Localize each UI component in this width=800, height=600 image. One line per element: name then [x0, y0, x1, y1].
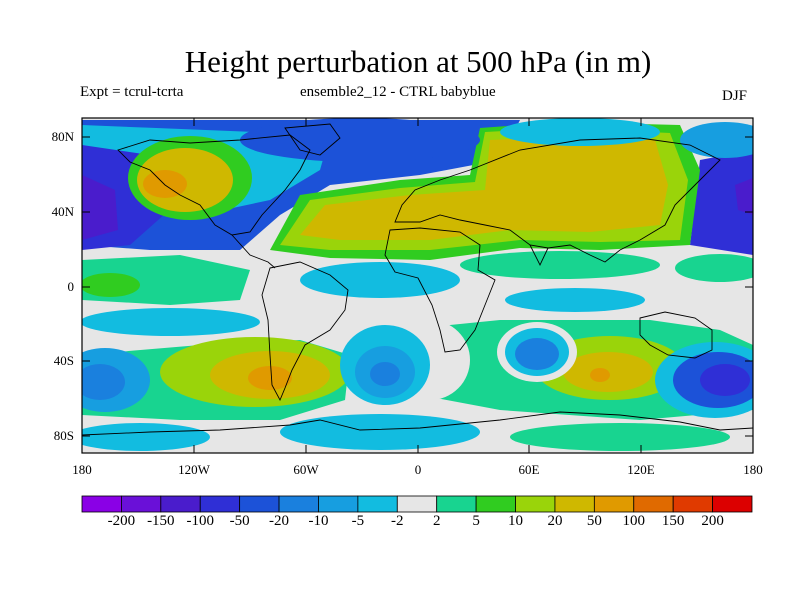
colorbar-box	[712, 495, 753, 513]
colorbar-label: -2	[391, 513, 404, 529]
coast-india	[529, 244, 549, 267]
season-label: DJF	[722, 88, 748, 104]
contour-alaska-orange	[143, 170, 187, 198]
colorbar-box	[357, 495, 398, 513]
colorbar-box	[239, 495, 280, 513]
colorbar-label: 50	[586, 513, 602, 529]
ensemble-label: ensemble2_12 - CTRL babyblue	[300, 84, 496, 100]
colorbar-label: -20	[269, 513, 290, 529]
colorbar-box	[318, 495, 359, 513]
colorbar-label: -200	[107, 513, 136, 529]
lat-label-0: 0	[67, 279, 75, 294]
colorbar-box	[436, 495, 477, 513]
colorbar-label: 150	[661, 513, 685, 529]
contour-safr-core	[515, 338, 559, 370]
colorbar	[81, 495, 753, 513]
lon-label-120e: 120E	[627, 462, 655, 477]
colorbar-label: -50	[229, 513, 250, 529]
colorbar-label: -10	[308, 513, 329, 529]
chart-title: Height perturbation at 500 hPa (in m)	[184, 44, 652, 79]
colorbar-label: 2	[432, 513, 441, 529]
coast-north-america	[117, 134, 311, 236]
experiment-label: Expt = tcrul-tcrta	[80, 84, 184, 100]
contour-siberia-blue	[500, 118, 660, 146]
colorbar-box	[160, 495, 201, 513]
colorbar-box	[396, 495, 438, 513]
contour-antarctic-blue-a	[82, 423, 210, 451]
lat-label-40s: 40S	[53, 353, 74, 368]
lon-label-60e: 60E	[518, 462, 540, 477]
coast-central-america	[231, 234, 276, 269]
lat-label-40n: 40N	[51, 204, 74, 219]
contour-field	[82, 118, 753, 453]
contour-pac-core	[82, 175, 118, 240]
coast-africa	[384, 227, 496, 353]
coast-antarctica	[82, 411, 753, 436]
colorbar-label: 200	[701, 513, 724, 529]
contour-eurasia-yellow	[300, 137, 668, 240]
lon-label-0: 0	[414, 462, 422, 477]
colorbar-box	[633, 495, 674, 513]
colorbar-box	[554, 495, 595, 513]
colorbar-label: 20	[547, 513, 563, 529]
contour-cwpac-deep	[690, 150, 753, 255]
coast-greenland	[284, 123, 341, 156]
contour-sa-orange	[248, 366, 292, 390]
colorbar-label: 10	[508, 513, 524, 529]
colorbar-box	[475, 495, 516, 513]
contour-sio-orange	[590, 368, 610, 382]
contour-nz-core	[700, 364, 750, 396]
colorbar-label: -150	[147, 513, 175, 529]
contour-wpac-green	[675, 254, 753, 282]
colorbar-box	[278, 495, 319, 513]
colorbar-label: -5	[351, 513, 365, 529]
coastlines	[82, 123, 753, 436]
colorbar-label: 100	[622, 513, 646, 529]
contour-antarctic-blue-b	[280, 414, 480, 450]
colorbar-box	[81, 495, 122, 513]
lon-label-180w: 180	[72, 462, 92, 477]
contour-nwpac-blue	[680, 122, 753, 158]
coast-australia	[639, 311, 713, 359]
contour-trop-io-blue	[505, 288, 645, 312]
contour-cwpac-core	[735, 178, 753, 215]
colorbar-box	[515, 495, 556, 513]
contour-satl-core	[370, 362, 400, 386]
lon-label-180e: 180	[743, 462, 763, 477]
contour-io-green	[460, 251, 660, 279]
colorbar-label: -100	[186, 513, 214, 529]
colorbar-label: 5	[472, 513, 480, 529]
lon-label-120w: 120W	[178, 462, 210, 477]
contour-arctic-blue	[240, 118, 480, 162]
contour-trop-atl-blue	[300, 262, 460, 298]
tick-marks	[81, 118, 754, 453]
contour-antarctic-green	[510, 423, 730, 451]
contour-trop-pac-lime	[82, 273, 140, 297]
contour-spac-core	[82, 364, 125, 400]
coast-south-america	[261, 261, 349, 402]
colorbar-box	[121, 495, 162, 513]
lat-label-80n: 80N	[51, 129, 74, 144]
colorbar-box	[199, 495, 241, 513]
contour-trop-pac-blue	[82, 308, 260, 336]
colorbar-box	[593, 495, 635, 513]
lat-label-80s: 80S	[53, 428, 74, 443]
coast-europe-asia	[394, 137, 721, 263]
colorbar-box	[672, 495, 713, 513]
lon-label-60w: 60W	[293, 462, 319, 477]
